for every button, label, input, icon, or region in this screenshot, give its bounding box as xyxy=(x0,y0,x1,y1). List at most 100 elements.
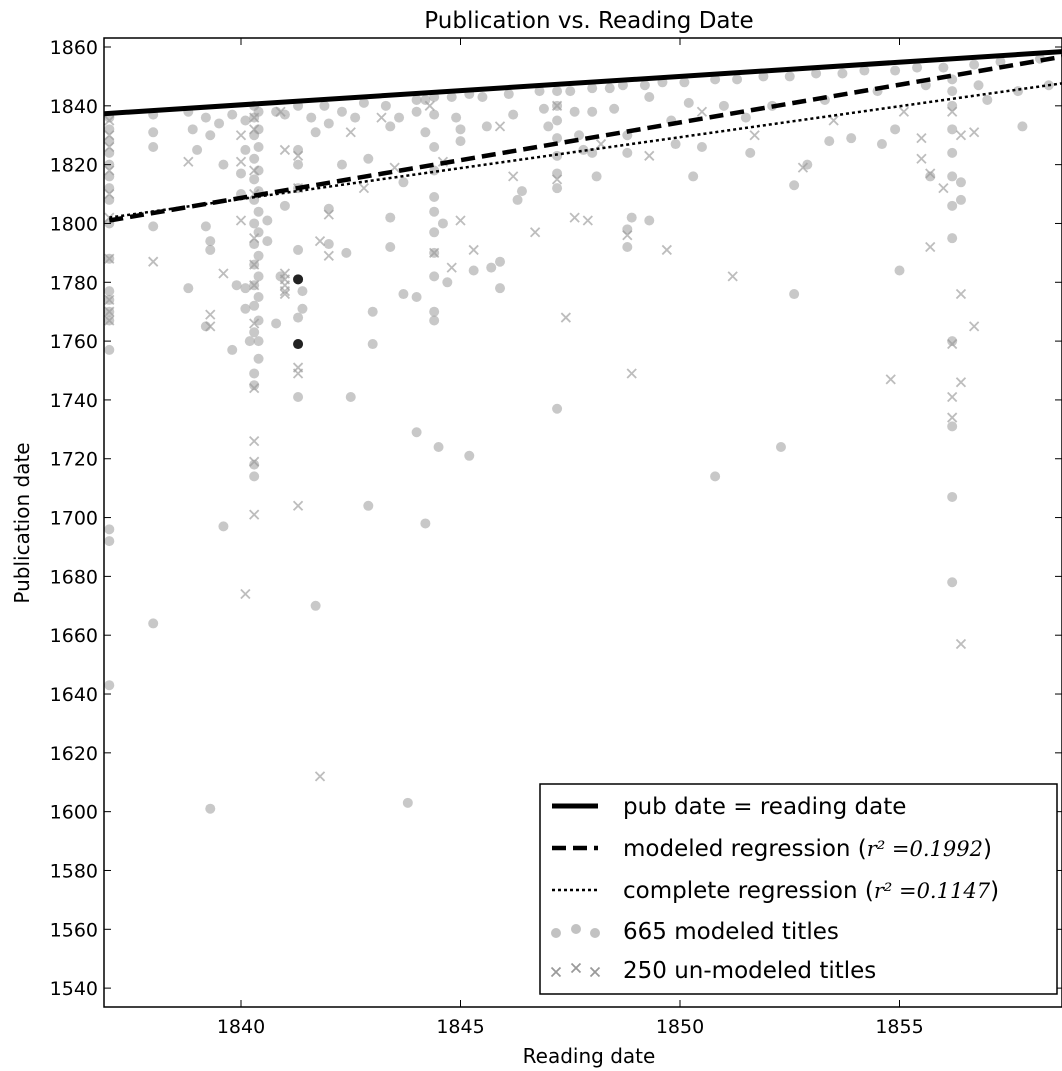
unmodeled-point xyxy=(249,435,260,447)
modeled-point xyxy=(543,121,554,132)
y-tick-label: 1640 xyxy=(50,684,98,706)
modeled-point xyxy=(696,141,707,152)
modeled-point xyxy=(552,115,563,126)
modeled-point xyxy=(947,171,958,182)
unmodeled-point xyxy=(249,124,260,135)
modeled-point xyxy=(912,62,923,73)
unmodeled-point xyxy=(183,156,194,167)
modeled-point xyxy=(587,83,598,94)
modeled-point xyxy=(429,191,440,202)
legend-label: modeled regression (r² =0.1992) xyxy=(623,836,992,862)
modeled-point xyxy=(104,536,115,547)
modeled-point xyxy=(784,71,795,82)
y-tick-label: 1820 xyxy=(50,155,98,177)
modeled-point xyxy=(279,200,290,211)
modeled-point xyxy=(552,403,563,414)
modeled-point xyxy=(574,130,585,141)
modeled-point xyxy=(293,312,304,323)
modeled-point xyxy=(367,306,378,317)
modeled-point xyxy=(323,239,334,250)
unmodeled-point xyxy=(314,235,326,247)
regression-lines xyxy=(104,49,1062,223)
unmodeled-point xyxy=(104,188,115,200)
modeled-point xyxy=(367,339,378,350)
modeled-point xyxy=(890,65,901,76)
modeled-point xyxy=(626,212,637,223)
unmodeled-point xyxy=(446,262,457,273)
unmodeled-point xyxy=(104,253,115,264)
series-1 xyxy=(104,100,980,950)
modeled-point xyxy=(481,121,492,132)
modeled-point xyxy=(429,315,440,326)
y-tick-label: 1800 xyxy=(50,213,98,235)
modeled-point xyxy=(565,86,576,97)
modeled-point xyxy=(253,336,264,347)
modeled-point xyxy=(297,303,308,314)
unmodeled-point xyxy=(727,271,738,282)
unmodeled-point xyxy=(323,250,334,261)
modeled-point xyxy=(336,159,347,170)
modeled-point xyxy=(205,130,216,141)
modeled-point xyxy=(253,227,264,238)
modeled-point xyxy=(995,56,1006,67)
unmodeled-point xyxy=(916,133,927,144)
modeled-point xyxy=(148,618,159,629)
modeled-point xyxy=(824,136,835,147)
modeled-point xyxy=(578,144,589,155)
modeled-point xyxy=(710,471,721,482)
modeled-point xyxy=(240,303,251,314)
y-tick-label: 1700 xyxy=(50,508,98,530)
modeled-point xyxy=(350,112,361,123)
modeled-point xyxy=(503,89,514,100)
modeled-point xyxy=(249,471,260,482)
modeled-point xyxy=(947,421,958,432)
legend-label: complete regression (r² =0.1147) xyxy=(623,878,999,904)
unmodeled-point xyxy=(249,383,260,394)
legend-entry: modeled regression (r² =0.1992) xyxy=(552,836,992,862)
modeled-point xyxy=(420,127,431,138)
modeled-point xyxy=(249,153,260,164)
y-tick-label: 1680 xyxy=(50,566,98,588)
modeled-point xyxy=(552,183,563,194)
modeled-point xyxy=(789,289,800,300)
modeled-point xyxy=(740,112,751,123)
modeled-point xyxy=(183,283,194,294)
modeled-point xyxy=(104,680,115,691)
modeled-point xyxy=(688,171,699,182)
modeled-point xyxy=(148,127,159,138)
modeled-point xyxy=(508,109,519,120)
x-tick-label: 1850 xyxy=(656,1016,704,1038)
modeled-point xyxy=(670,139,681,150)
legend: pub date = reading date modeled regressio… xyxy=(539,783,1058,995)
unmodeled-point xyxy=(551,174,563,185)
modeled-point xyxy=(200,112,211,123)
modeled-point xyxy=(253,291,264,302)
modeled-point xyxy=(293,244,304,255)
unmodeled-point xyxy=(205,309,216,320)
modeled-point xyxy=(982,94,993,105)
modeled-point xyxy=(253,106,264,117)
unmodeled-point xyxy=(560,312,571,323)
unmodeled-point xyxy=(455,215,466,226)
modeled-point xyxy=(380,100,391,111)
unmodeled-point xyxy=(947,391,958,403)
modeled-point xyxy=(455,124,466,135)
modeled-point xyxy=(411,427,422,438)
unmodeled-point xyxy=(424,100,435,111)
modeled-point xyxy=(310,127,321,138)
modeled-point xyxy=(446,91,457,102)
modeled-point xyxy=(398,177,409,188)
unmodeled-point xyxy=(947,106,958,117)
modeled-point xyxy=(187,124,198,135)
unmodeled-point xyxy=(955,638,967,650)
line-dotted xyxy=(109,82,1062,219)
modeled-point xyxy=(104,524,115,535)
modeled-point xyxy=(732,74,743,85)
modeled-point xyxy=(429,206,440,217)
unmodeled-point xyxy=(104,115,115,126)
modeled-point xyxy=(859,65,870,76)
y-tick-label: 1840 xyxy=(50,96,98,118)
modeled-point xyxy=(477,91,488,102)
modeled-point xyxy=(789,180,800,191)
unmodeled-point xyxy=(358,183,370,194)
